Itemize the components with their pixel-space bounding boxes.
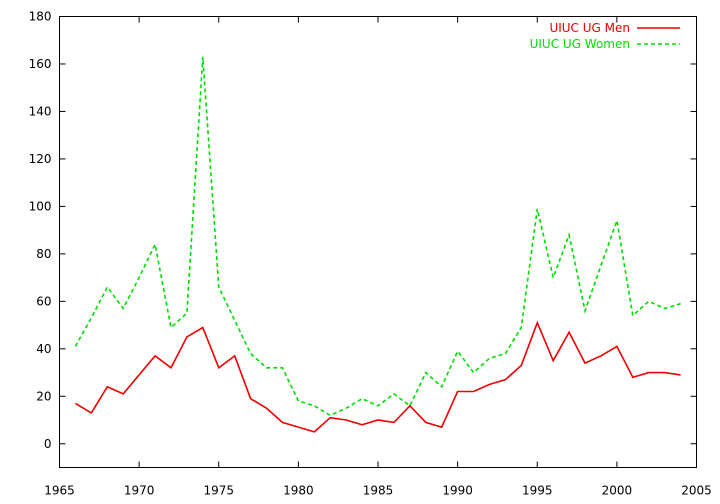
x-tick-label: 1990: [442, 484, 473, 498]
x-tick-label: 1995: [522, 484, 553, 498]
axis-ticks: 0 20 40 60 80 100 120 140 160 180 1965 1970 1975 1980…: [29, 10, 712, 498]
legend-label: UIUC UG Women: [530, 37, 630, 51]
y-tick-label: 160: [29, 57, 52, 71]
y-tick-label: 0: [44, 437, 52, 451]
y-tick-label: 120: [29, 152, 52, 166]
x-tick-label: 2000: [602, 484, 633, 498]
legend-label: UIUC UG Men: [549, 21, 630, 35]
x-tick-label: 2005: [681, 484, 712, 498]
plot-frame: [59, 16, 697, 468]
y-tick-label: 140: [29, 104, 52, 118]
legend: UIUC UG Men UIUC UG Women: [530, 21, 680, 51]
y-tick-label: 80: [36, 247, 51, 261]
y-tick-label: 20: [36, 389, 51, 403]
y-tick-label: 100: [29, 199, 52, 213]
y-tick-label: 180: [29, 10, 52, 24]
x-tick-label: 1975: [203, 484, 234, 498]
y-tick-label: 60: [36, 294, 51, 308]
x-tick-label: 1970: [124, 484, 155, 498]
y-tick-label: 40: [36, 342, 51, 356]
x-tick-label: 1980: [283, 484, 314, 498]
series-lines: [74, 56, 681, 433]
x-tick-label: 1985: [363, 484, 394, 498]
x-tick-label: 1965: [44, 484, 75, 498]
series-line-uiuc-ug-men: [74, 320, 681, 433]
series-line-uiuc-ug-women: [74, 56, 681, 417]
